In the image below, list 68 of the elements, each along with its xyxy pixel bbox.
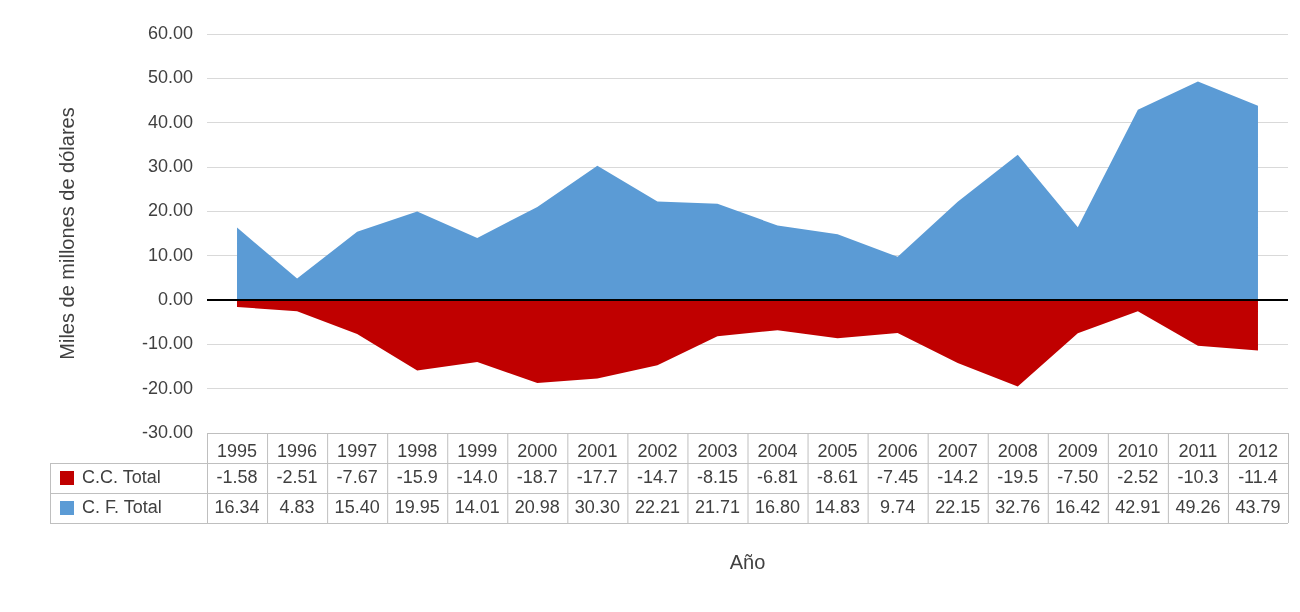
x-tick-label: 1999 [457,440,498,461]
y-tick-label: -20.00 [141,377,193,398]
x-axis-title: Año [729,550,766,573]
x-tick-label: 2007 [937,440,978,461]
x-tick-label: 2004 [757,440,798,461]
x-tick-label: 2010 [1117,440,1158,461]
data-label: 14.01 [454,496,500,517]
data-label: 20.98 [514,496,560,517]
data-label: 49.26 [1175,496,1221,517]
data-label: -19.5 [997,466,1039,487]
data-label: 42.91 [1115,496,1161,517]
data-label: -7.45 [877,466,919,487]
x-tick-label: 2012 [1237,440,1278,461]
y-tick-label: 10.00 [147,244,193,265]
y-tick-label: 20.00 [147,200,193,221]
data-label: 9.74 [880,496,916,517]
x-tick-label: 1996 [277,440,318,461]
y-tick-label: 50.00 [147,67,193,88]
data-label: 19.95 [394,496,440,517]
data-label: -14.0 [456,466,498,487]
data-label: -15.9 [396,466,438,487]
y-tick-label: 40.00 [147,111,193,132]
legend-label: C. F. Total [82,496,162,517]
data-label: 22.15 [935,496,981,517]
y-tick-label: -30.00 [141,421,193,442]
y-tick-label: -10.00 [141,333,193,354]
data-label: -18.7 [516,466,558,487]
data-label: 32.76 [995,496,1041,517]
data-label: -7.67 [336,466,378,487]
data-label: 16.80 [755,496,801,517]
x-tick-label: 1998 [397,440,438,461]
y-tick-label: 30.00 [147,155,193,176]
x-tick-label: 2008 [997,440,1038,461]
y-axis-title: Miles de millones de dólares [55,107,78,360]
data-label: 15.40 [334,496,380,517]
data-label: -11.4 [1238,466,1278,487]
data-label: 16.34 [214,496,260,517]
x-tick-label: 1997 [337,440,378,461]
data-label: -2.51 [276,466,318,487]
data-label: 21.71 [694,496,740,517]
x-tick-label: 2011 [1178,440,1218,461]
y-tick-label: 60.00 [147,22,193,43]
data-label: -14.7 [636,466,678,487]
data-label: -14.2 [937,466,979,487]
x-tick-label: 2003 [697,440,738,461]
data-label: -8.15 [696,466,738,487]
data-label: 14.83 [815,496,861,517]
data-label: -1.58 [216,466,258,487]
x-tick-label: 2009 [1057,440,1098,461]
y-tick-label: 0.00 [157,288,193,309]
x-tick-label: 2006 [877,440,918,461]
x-tick-label: 2000 [517,440,558,461]
x-tick-label: 2005 [817,440,858,461]
x-tick-label: 2001 [577,440,618,461]
data-label: -2.52 [1117,466,1159,487]
data-label: -8.61 [817,466,859,487]
data-label: 43.79 [1235,496,1281,517]
data-label: -7.50 [1057,466,1099,487]
data-label: 4.83 [279,496,315,517]
data-label: -10.3 [1177,466,1219,487]
data-label: 16.42 [1055,496,1101,517]
data-label: -17.7 [576,466,618,487]
x-tick-label: 2002 [637,440,678,461]
x-tick-label: 1995 [217,440,258,461]
legend-label: C.C. Total [82,466,161,487]
data-label: 22.21 [634,496,680,517]
data-label: -6.81 [757,466,799,487]
data-label: 30.30 [574,496,620,517]
